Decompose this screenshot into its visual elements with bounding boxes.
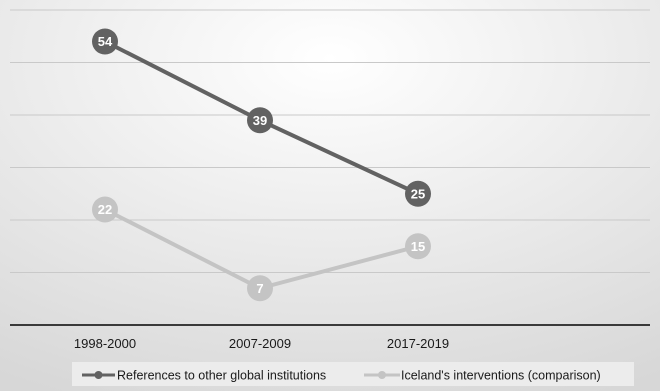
data-point [247, 107, 273, 134]
legend-swatch-marker [94, 371, 103, 379]
series-1: 54 39 25 [92, 28, 431, 207]
data-label: 15 [411, 239, 425, 254]
legend-box [72, 362, 634, 386]
x-tick-label: 1998-2000 [74, 336, 136, 351]
legend-label: References to other global institutions [117, 369, 326, 383]
data-label: 39 [253, 113, 267, 128]
data-label: 54 [98, 34, 113, 49]
series-group: 22 7 15 54 39 25 [92, 28, 431, 302]
legend-swatch-marker [378, 371, 386, 379]
x-tick-label: 2007-2009 [229, 336, 291, 351]
series-2: 22 7 15 [92, 196, 431, 302]
legend: References to other global institutions I… [72, 362, 634, 386]
data-label: 7 [256, 281, 263, 296]
x-tick-label: 2017-2019 [387, 336, 449, 351]
legend-label: Iceland's interventions (comparison) [401, 369, 601, 383]
data-point [405, 233, 431, 260]
legend-item: References to other global institutions [82, 369, 326, 383]
data-point [92, 196, 118, 223]
grid-lines [10, 9, 650, 273]
data-point [405, 180, 431, 207]
legend-item: Iceland's interventions (comparison) [364, 369, 601, 383]
data-label: 25 [411, 186, 425, 201]
data-label: 22 [98, 202, 112, 217]
data-point [247, 275, 273, 302]
x-tick-labels: 1998-2000 2007-2009 2017-2019 [74, 336, 449, 351]
data-point [92, 28, 118, 55]
